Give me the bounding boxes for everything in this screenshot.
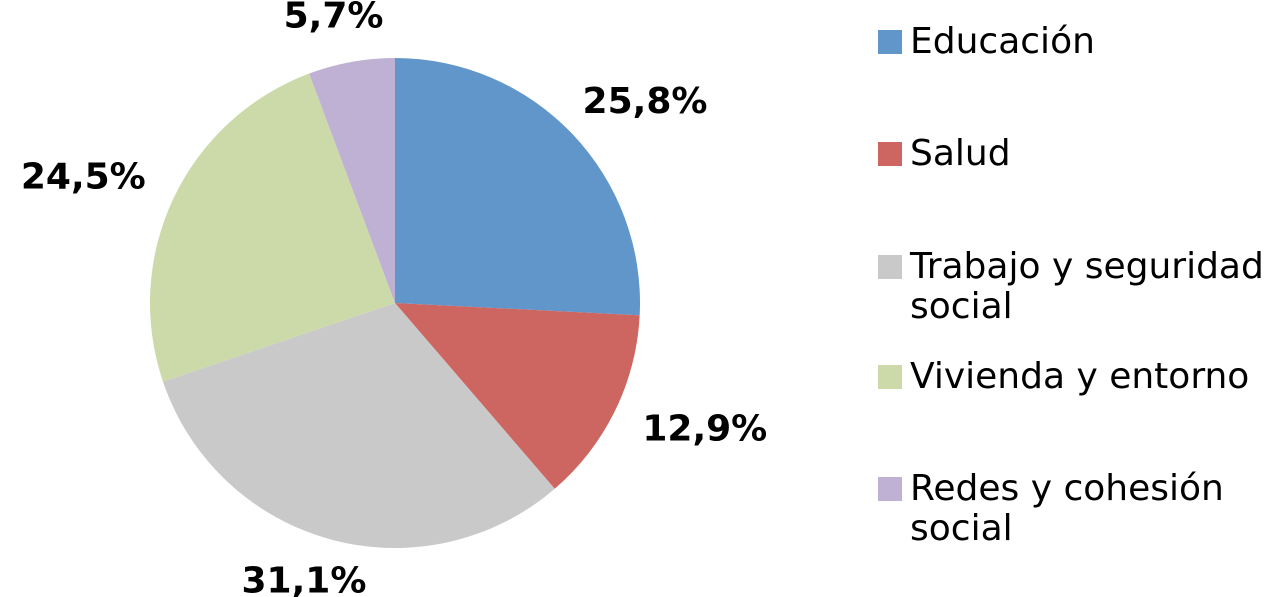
- chart: 25,8% 12,9% 31,1% 24,5% 5,7%: [21, 0, 767, 597]
- legend-label: Salud: [910, 133, 1011, 174]
- data-label: 25,8%: [583, 81, 708, 122]
- pie-slice: [309, 58, 395, 303]
- pie-slice: [150, 73, 395, 382]
- legend-item: Redes y cohesión social: [878, 469, 1278, 549]
- legend-swatch: [878, 30, 902, 54]
- legend-swatch: [878, 477, 902, 501]
- data-label: 31,1%: [242, 561, 367, 597]
- legend-item: Educación: [878, 22, 1278, 62]
- legend-label: Redes y cohesión social: [910, 468, 1224, 549]
- data-label: 24,5%: [21, 157, 146, 198]
- data-label: 5,7%: [284, 0, 384, 37]
- legend-swatch: [878, 142, 902, 166]
- legend-label: Trabajo y seguridad social: [910, 246, 1264, 327]
- data-label: 12,9%: [642, 409, 767, 450]
- pie-slice: [395, 58, 640, 316]
- legend-label: Vivienda y entorno: [910, 356, 1250, 397]
- legend-swatch: [878, 365, 902, 389]
- pie-slice: [162, 303, 555, 548]
- legend-item: Trabajo y seguridad social: [878, 247, 1278, 327]
- legend-item: Salud: [878, 134, 1278, 174]
- legend-item: Vivienda y entorno: [878, 357, 1278, 397]
- legend-label: Educación: [910, 21, 1095, 62]
- pie-slice: [395, 303, 640, 489]
- legend-swatch: [878, 255, 902, 279]
